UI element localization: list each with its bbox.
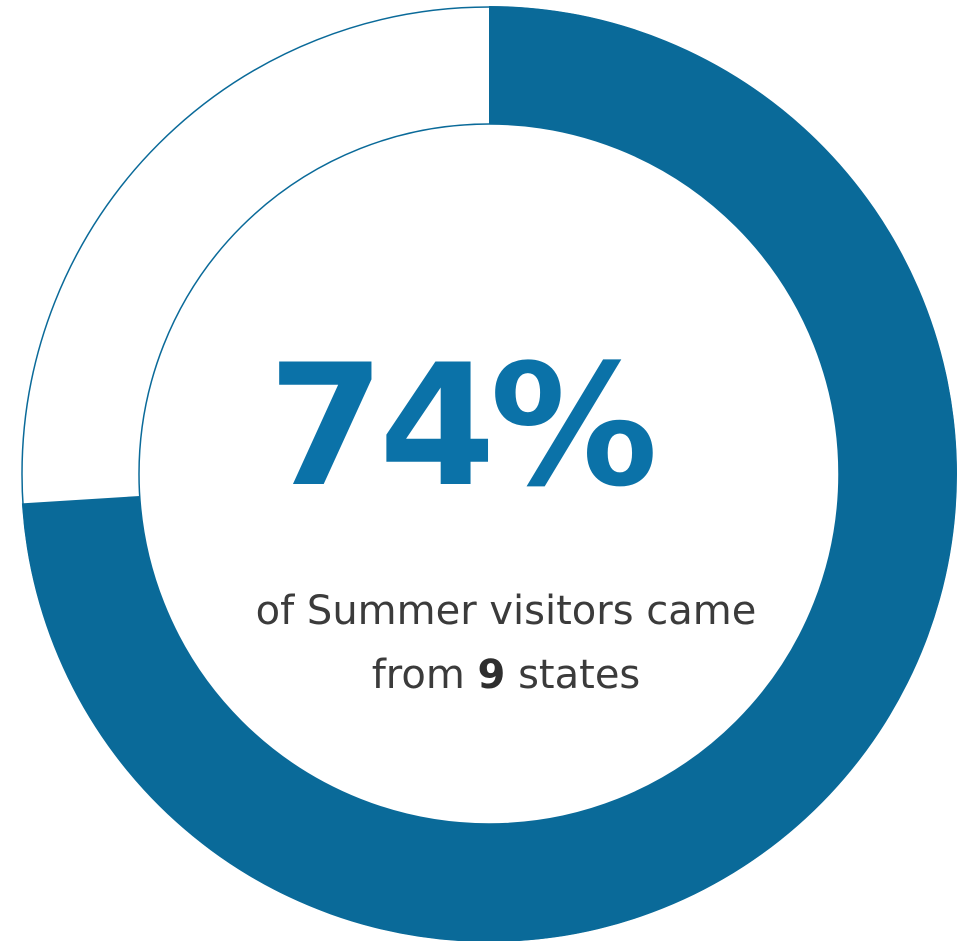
- caption-text: from: [372, 652, 465, 698]
- big-value-label: 74%: [268, 328, 653, 524]
- caption-text: states: [518, 652, 640, 698]
- caption-line-1: of Summer visitors came: [256, 588, 757, 634]
- caption-number: 9: [478, 652, 506, 698]
- caption-line-2: from 9 states: [372, 652, 641, 698]
